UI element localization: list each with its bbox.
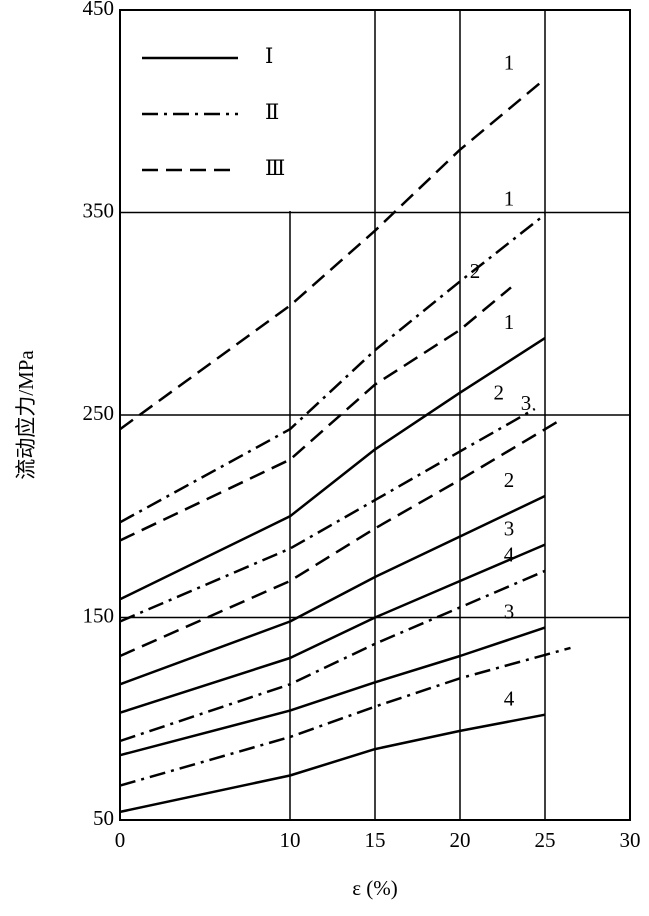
series-label: 1 — [504, 51, 515, 75]
data-line — [119, 418, 563, 658]
legend-label: Ⅲ — [265, 156, 285, 180]
y-tick-label: 50 — [93, 806, 114, 830]
series-label: 4 — [504, 687, 515, 711]
data-line — [119, 213, 546, 524]
legend-label: Ⅰ — [265, 44, 273, 68]
x-tick-label: 30 — [620, 828, 641, 852]
series-label: 2 — [494, 381, 505, 405]
x-tick-label: 10 — [280, 828, 301, 852]
x-tick-label: 15 — [365, 828, 386, 852]
data-line — [119, 713, 546, 814]
plot-frame — [119, 9, 631, 821]
series-label: 3 — [504, 516, 515, 540]
x-axis-label: ε (%) — [352, 876, 398, 900]
y-tick-label: 350 — [83, 198, 115, 222]
y-tick-label: 450 — [83, 0, 115, 20]
series-label: 2 — [470, 259, 481, 283]
legend-box — [121, 11, 321, 211]
legend-label: Ⅱ — [265, 100, 279, 124]
y-axis-label: 流动应力/MPa — [14, 350, 38, 480]
data-line — [119, 543, 546, 714]
series-label: 3 — [521, 391, 532, 415]
series-label: 3 — [504, 599, 515, 623]
y-tick-label: 150 — [83, 603, 115, 627]
data-line — [119, 286, 512, 542]
data-line — [119, 569, 546, 743]
series-label: 2 — [504, 468, 515, 492]
data-line — [119, 626, 546, 757]
series-label: 4 — [504, 543, 515, 567]
y-tick-label: 250 — [83, 401, 115, 425]
data-line — [119, 646, 571, 787]
x-tick-label: 20 — [450, 828, 471, 852]
data-line — [119, 77, 546, 431]
x-tick-label: 0 — [115, 828, 126, 852]
data-line — [119, 407, 536, 623]
data-line — [119, 494, 546, 686]
data-line — [119, 337, 546, 601]
x-tick-label: 25 — [535, 828, 556, 852]
series-label: 1 — [504, 310, 515, 334]
series-label: 1 — [504, 186, 515, 210]
